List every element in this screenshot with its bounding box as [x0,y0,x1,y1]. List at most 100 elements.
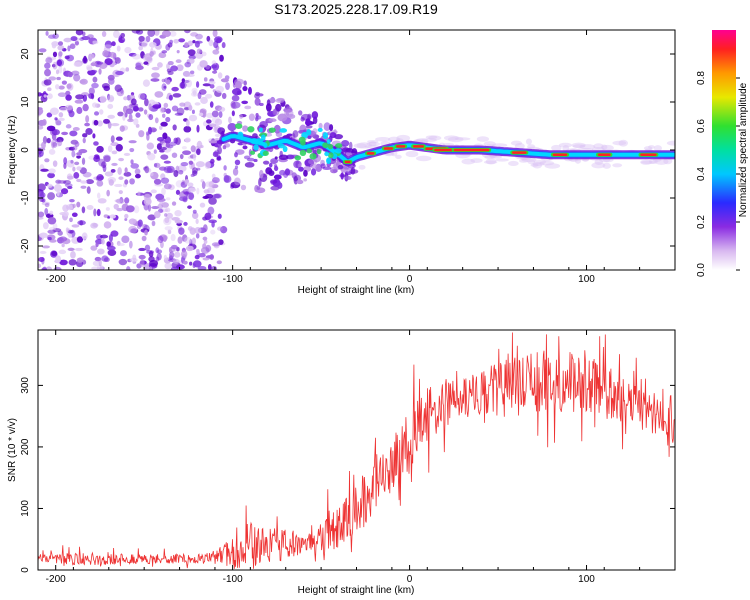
carrier-haze [421,138,437,143]
transition-blob [276,97,285,102]
spectrogram-xtick-label: 100 [578,274,595,285]
noise-blob [46,125,56,132]
noise-blob [190,32,199,37]
noise-blob [148,114,154,121]
carrier-haze [491,143,508,148]
transition-blob [234,177,241,186]
noise-blob [102,50,109,57]
noise-blob [88,87,95,95]
carrier-haze [368,141,377,147]
transition-blob [221,92,227,99]
noise-blob [163,254,168,261]
transition-blob [292,130,299,138]
noise-blob [215,85,225,93]
noise-blob [209,123,217,128]
noise-blob [104,171,114,177]
noise-blob [179,102,186,107]
transition-blob [318,122,323,129]
noise-blob [65,90,71,96]
noise-blob [210,158,215,164]
noise-blob [90,245,98,251]
noise-blob [217,146,222,155]
noise-blob [192,167,198,174]
noise-blob [150,189,157,194]
noise-blob [130,228,137,234]
noise-blob [198,253,206,258]
bright-clump [335,143,343,149]
noise-blob [144,167,152,173]
bright-clump [258,127,263,133]
noise-blob [99,109,104,115]
noise-blob [146,142,155,150]
noise-blob [212,30,218,38]
noise-blob [106,189,110,197]
noise-blob [148,103,152,111]
noise-blob [176,64,184,72]
noise-blob [209,254,215,260]
carrier-haze [356,142,372,149]
carrier-haze [544,163,561,169]
bright-clump [306,148,313,154]
noise-blob [81,232,88,240]
transition-blob [296,179,304,185]
noise-blob [170,244,178,250]
noise-blob [176,49,180,54]
noise-blob [194,40,200,48]
transition-blob [312,128,318,135]
transition-blob [298,110,303,116]
noise-blob [179,153,184,160]
noise-blob [171,201,177,206]
noise-blob [105,207,110,211]
carrier-haze [483,160,498,164]
noise-blob [162,132,168,140]
noise-blob [165,142,171,148]
noise-blob [212,151,219,158]
noise-blob [141,235,147,242]
noise-blob [195,161,205,168]
carrier-haze [539,160,555,166]
noise-blob [155,247,160,254]
noise-blob [101,255,109,262]
noise-blob [65,124,72,129]
colorbar: 0.0 0.2 0.4 0.6 0.8 Normalized spectral ampl… [696,30,749,277]
noise-blob [106,245,116,251]
noise-blob [187,205,192,209]
noise-blob [64,55,70,60]
snr-series-line [38,332,675,569]
carrier-haze [663,158,673,165]
noise-blob [76,178,82,183]
carrier-haze [484,155,495,160]
noise-blob [116,207,124,212]
noise-blob [169,39,173,45]
noise-blob [76,155,82,159]
bright-clump [277,143,285,149]
noise-blob [153,178,162,185]
noise-blob [39,192,46,198]
noise-blob [107,74,115,81]
spectrogram-xtick-label: -100 [223,274,243,285]
noise-blob [184,179,189,185]
noise-blob [156,197,166,202]
noise-blob [182,150,192,156]
noise-blob [180,250,188,258]
bright-clump [294,155,302,161]
noise-blob [92,223,99,228]
carrier-haze [387,136,401,143]
noise-blob [170,233,176,242]
noise-blob [131,30,141,34]
snr-xlabel: Height of straight line (km) [298,585,415,596]
spectrogram-marks [38,30,675,270]
noise-blob [110,135,115,143]
noise-blob [99,95,107,104]
noise-blob [160,154,169,160]
noise-blob [209,83,215,89]
carrier-haze [447,136,464,143]
noise-blob [178,227,185,235]
carrier-haze [428,135,442,141]
carrier-haze [521,157,537,163]
carrier-haze [442,142,455,147]
noise-blob [173,251,181,258]
carrier-haze [641,160,656,165]
noise-blob [164,226,173,231]
spectrogram-ytick-label: 20 [20,48,31,60]
